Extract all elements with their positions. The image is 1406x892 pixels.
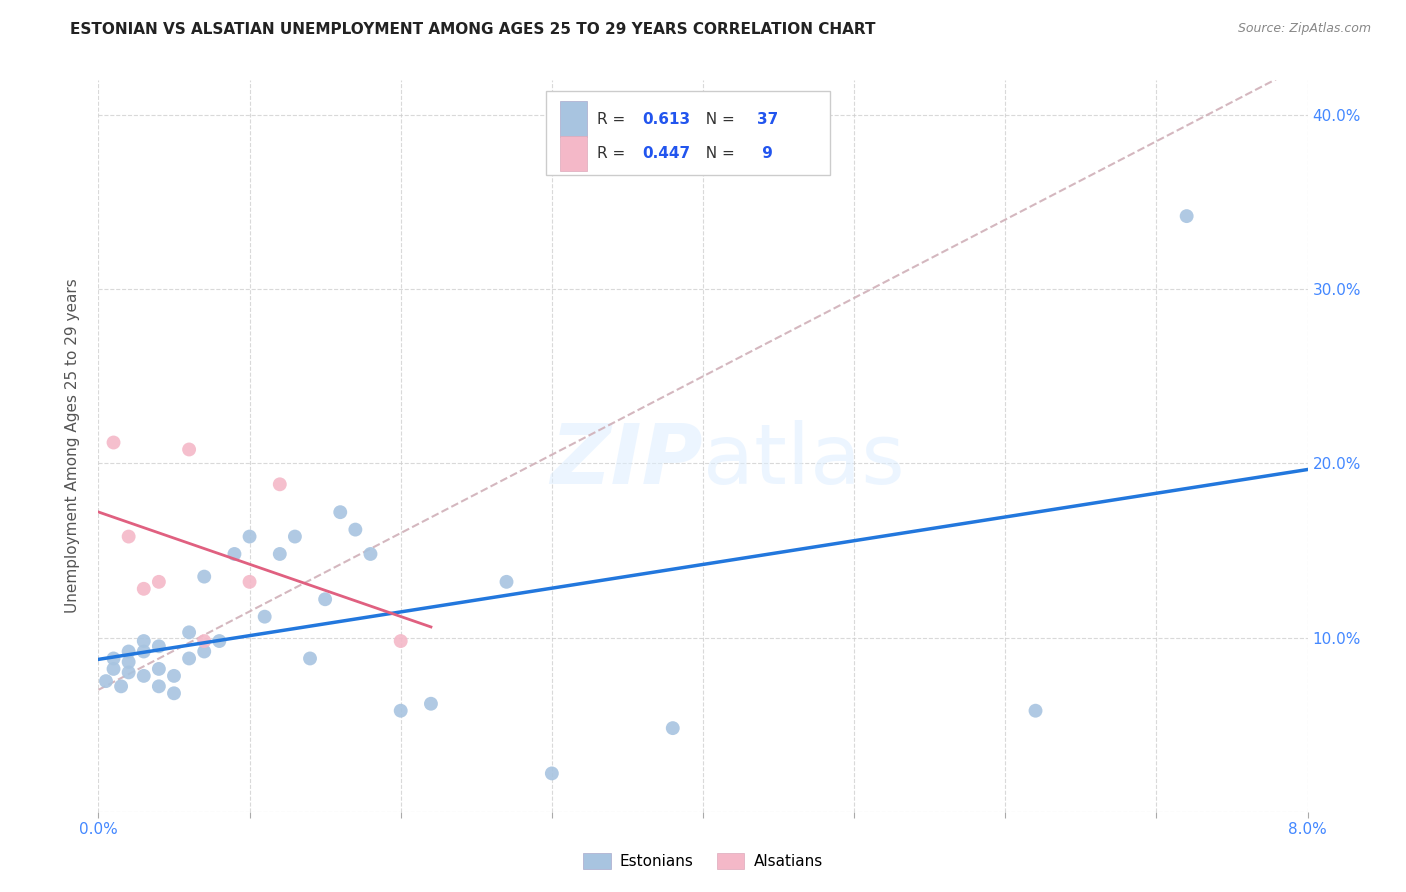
Point <box>314 592 336 607</box>
Point <box>224 547 246 561</box>
Point <box>179 625 201 640</box>
Point <box>148 662 170 676</box>
Point <box>103 651 125 665</box>
Point <box>193 634 215 648</box>
Point <box>118 665 141 680</box>
Point <box>132 634 155 648</box>
Text: 37: 37 <box>758 112 779 127</box>
Point <box>269 477 291 491</box>
Point <box>148 574 170 589</box>
Point <box>163 686 186 700</box>
Point <box>193 569 215 583</box>
Point <box>132 644 155 658</box>
Point <box>299 651 322 665</box>
Point <box>661 721 683 735</box>
Text: ESTONIAN VS ALSATIAN UNEMPLOYMENT AMONG AGES 25 TO 29 YEARS CORRELATION CHART: ESTONIAN VS ALSATIAN UNEMPLOYMENT AMONG … <box>70 22 876 37</box>
Point <box>94 674 117 689</box>
Point <box>208 634 231 648</box>
Text: 0.613: 0.613 <box>643 112 690 127</box>
Point <box>420 697 443 711</box>
Text: ZIP: ZIP <box>550 420 703 501</box>
Point <box>179 442 201 457</box>
Point <box>389 704 412 718</box>
Point <box>239 530 262 544</box>
Point <box>148 679 170 693</box>
Point <box>193 644 215 658</box>
Point <box>389 634 412 648</box>
Point <box>118 655 141 669</box>
Text: 9: 9 <box>758 146 773 161</box>
Point <box>269 547 291 561</box>
Point <box>540 766 562 780</box>
FancyBboxPatch shape <box>546 91 830 176</box>
Point <box>118 530 141 544</box>
Bar <box>561 102 586 136</box>
Legend: Estonians, Alsatians: Estonians, Alsatians <box>578 847 828 875</box>
Bar <box>561 136 586 171</box>
Point <box>253 609 276 624</box>
Point <box>118 644 141 658</box>
Point <box>495 574 517 589</box>
Point <box>179 651 201 665</box>
Text: Source: ZipAtlas.com: Source: ZipAtlas.com <box>1237 22 1371 36</box>
Text: N =: N = <box>696 112 740 127</box>
Point <box>1175 209 1198 223</box>
Point <box>103 435 125 450</box>
Point <box>329 505 352 519</box>
Text: 0.447: 0.447 <box>643 146 690 161</box>
Text: R =: R = <box>596 112 630 127</box>
Point <box>360 547 382 561</box>
Point <box>1025 704 1047 718</box>
Point <box>132 669 155 683</box>
Y-axis label: Unemployment Among Ages 25 to 29 years: Unemployment Among Ages 25 to 29 years <box>65 278 80 614</box>
Text: R =: R = <box>596 146 630 161</box>
Point <box>148 640 170 654</box>
Text: atlas: atlas <box>703 420 904 501</box>
Point <box>239 574 262 589</box>
Text: N =: N = <box>696 146 740 161</box>
Point <box>110 679 132 693</box>
Point <box>344 523 367 537</box>
Point <box>163 669 186 683</box>
Point <box>132 582 155 596</box>
Point <box>103 662 125 676</box>
Point <box>284 530 307 544</box>
